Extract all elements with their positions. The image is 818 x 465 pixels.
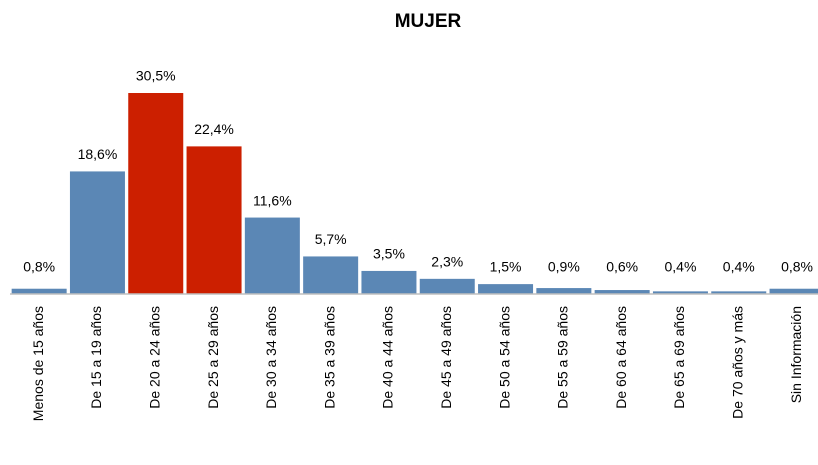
data-label: 22,4% (194, 121, 234, 137)
data-label: 0,6% (606, 259, 638, 275)
data-label: 11,6% (253, 192, 292, 208)
data-label: 2,3% (431, 254, 463, 270)
x-tick-label: De 20 a 24 años (146, 306, 162, 409)
data-label: 0,8% (781, 259, 813, 275)
x-tick-label: De 35 a 39 años (321, 306, 337, 409)
data-label: 0,9% (548, 259, 580, 275)
bar (11, 288, 67, 294)
data-label: 1,5% (490, 259, 522, 275)
bar (652, 291, 708, 294)
data-label: 0,8% (23, 259, 55, 275)
x-tick-label: De 30 a 34 años (263, 306, 279, 409)
x-tick-label: De 65 a 69 años (671, 306, 687, 409)
bar (536, 288, 592, 294)
bar (303, 256, 359, 294)
bar (711, 291, 767, 294)
x-tick-label: De 55 a 59 años (555, 306, 571, 409)
x-tick-label: De 50 a 54 años (496, 306, 512, 409)
bar (478, 284, 534, 294)
data-label: 3,5% (373, 246, 405, 262)
data-label: 0,4% (723, 259, 755, 275)
data-label: 0,4% (664, 259, 696, 275)
x-tick-label: De 45 a 49 años (438, 306, 454, 409)
bar (361, 270, 417, 294)
chart-title: MUJER (395, 11, 462, 32)
x-tick-label: De 60 a 64 años (613, 306, 629, 409)
bar (128, 93, 184, 294)
bar (186, 146, 242, 294)
data-label: 5,7% (315, 231, 347, 247)
bar (69, 171, 125, 294)
bar (419, 278, 475, 294)
x-tick-label: De 25 a 29 años (205, 306, 221, 409)
data-label: 18,6% (78, 146, 118, 162)
bar (594, 290, 650, 294)
x-tick-label: De 70 años y más (729, 306, 745, 419)
x-tick-label: Sin Información (788, 306, 804, 403)
x-tick-label: De 40 a 44 años (380, 306, 396, 409)
x-tick-label: De 15 a 19 años (88, 306, 104, 409)
bar (769, 288, 818, 294)
x-tick-label: Menos de 15 años (30, 306, 46, 421)
bar (244, 217, 300, 294)
data-label: 30,5% (136, 68, 176, 84)
